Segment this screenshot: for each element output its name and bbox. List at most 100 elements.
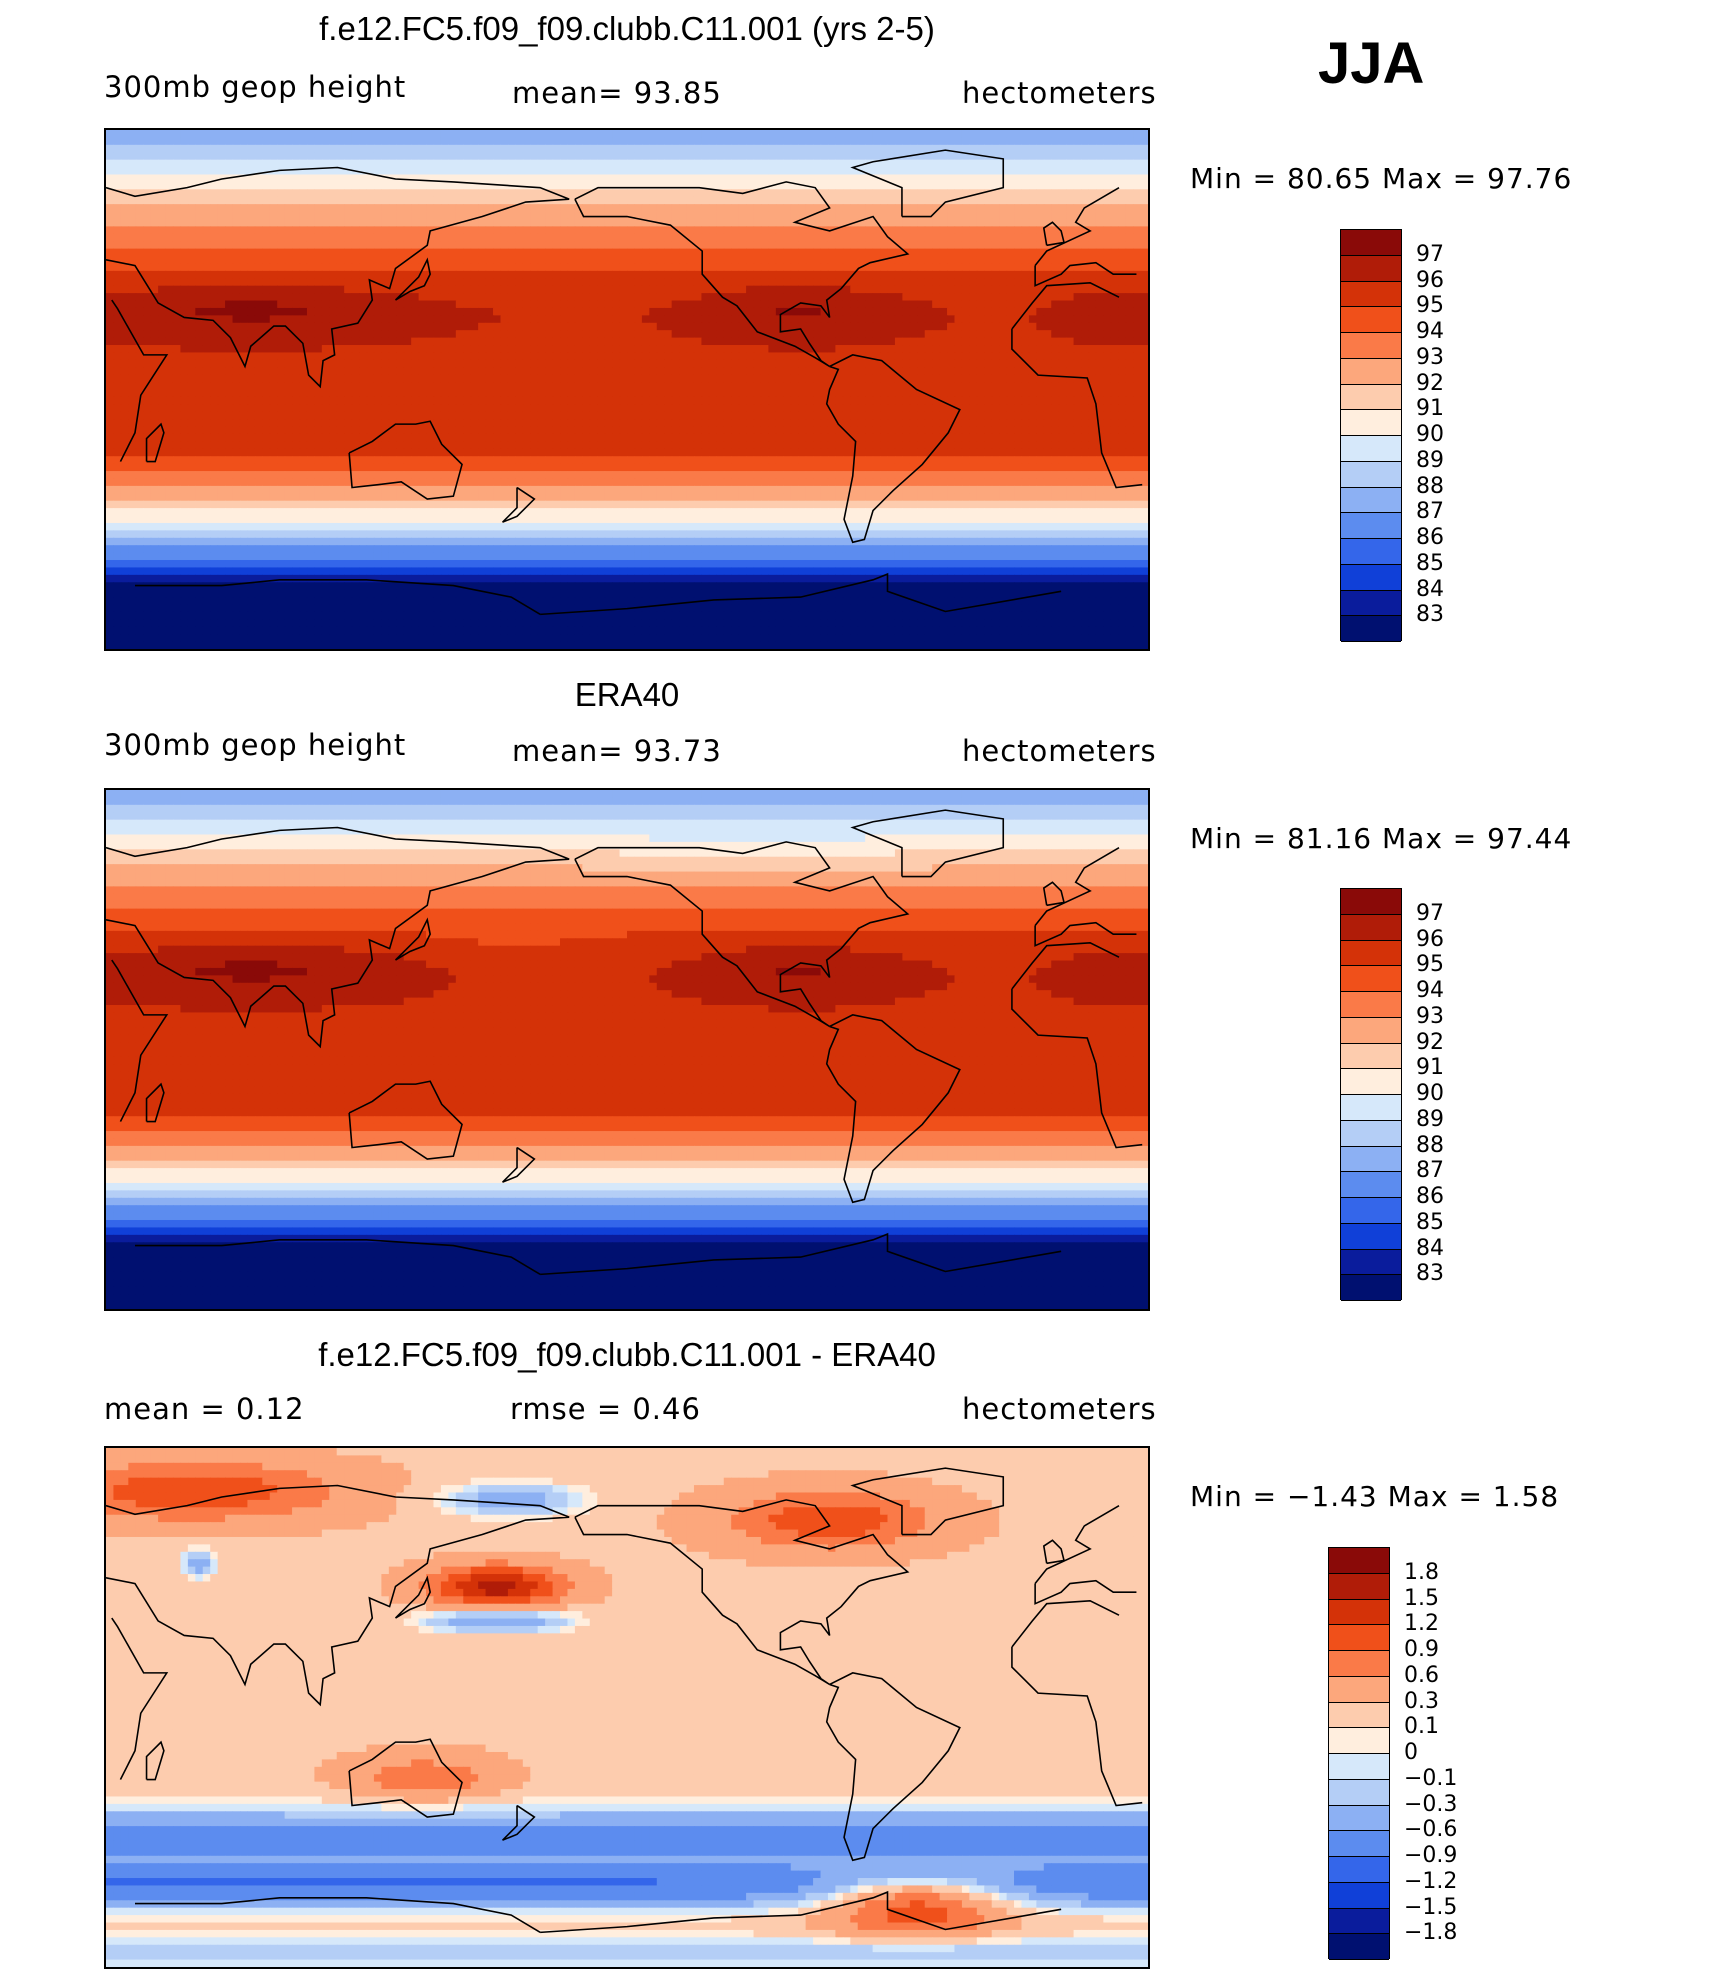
colorbar-swatch: [1341, 255, 1401, 282]
coastline: [1042, 881, 1066, 907]
min-max-label: Min = 80.65 Max = 97.76: [1190, 162, 1572, 195]
colorbar-swatch: [1341, 1223, 1401, 1250]
mean-label: mean= 93.85: [512, 76, 722, 110]
colorbar-label: 86: [1416, 527, 1444, 549]
coastline: [106, 1484, 1137, 1707]
coastline: [825, 1672, 961, 1862]
colorbar-label: 88: [1416, 1134, 1444, 1157]
colorbar-swatch: [1329, 1702, 1389, 1729]
coastline: [825, 354, 961, 544]
colorbar-label: 92: [1416, 1031, 1444, 1054]
colorbar-label: 94: [1416, 321, 1444, 343]
coastline: [850, 1467, 1005, 1536]
colorbar-label: 84: [1416, 1237, 1444, 1260]
coastline: [134, 1890, 1062, 1934]
min-max-label: Min = 81.16 Max = 97.44: [1190, 822, 1572, 855]
coastline: [574, 841, 910, 1028]
colorbar-label: 84: [1416, 578, 1444, 601]
colorbar-swatch: [1329, 1625, 1389, 1651]
colorbar-swatch: [1329, 1805, 1389, 1832]
colorbar-swatch: [1341, 940, 1401, 967]
colorbar-swatch: [1341, 358, 1401, 385]
colorbar-label: 95: [1416, 295, 1444, 317]
units-label: hectometers: [962, 76, 1157, 110]
colorbar-swatch: [1329, 1676, 1389, 1703]
colorbar-swatch: [1329, 1934, 1389, 1960]
colorbar-label: 94: [1416, 980, 1444, 1002]
coastline: [111, 1600, 1143, 1807]
colorbar-label: 90: [1416, 1083, 1444, 1105]
colorbar-label: −1.2: [1404, 1870, 1457, 1893]
contour-map: [106, 790, 1148, 1309]
colorbar-label: 97: [1416, 902, 1444, 925]
colorbar-label: 91: [1416, 398, 1444, 420]
colorbar-swatch: [1341, 436, 1401, 462]
colorbar-swatch: [1341, 539, 1401, 565]
colorbar-label: 0: [1404, 1742, 1418, 1764]
colorbar-label: −0.3: [1404, 1793, 1457, 1816]
coastline: [502, 486, 536, 523]
coastline: [111, 942, 1143, 1149]
colorbar-swatch: [1329, 1857, 1389, 1883]
map-model: [104, 128, 1150, 651]
colorbar-swatch: [1341, 1275, 1401, 1301]
colorbar-swatch: [1341, 992, 1401, 1018]
colorbar-swatch: [1341, 1249, 1401, 1276]
colorbar-label: 87: [1416, 501, 1444, 523]
colorbar-label: −0.1: [1404, 1767, 1457, 1790]
units-label: hectometers: [962, 734, 1157, 768]
colorbar-label: 1.8: [1404, 1561, 1439, 1584]
rmse-label: rmse = 0.46: [510, 1392, 701, 1426]
colorbar-swatch: [1341, 1120, 1401, 1147]
colorbar-swatch: [1341, 281, 1401, 308]
colorbar-swatch: [1341, 333, 1401, 359]
coastline: [134, 1232, 1062, 1276]
colorbar-swatch: [1329, 1908, 1389, 1935]
colorbar-swatch: [1329, 1548, 1389, 1574]
coastline: [574, 1499, 910, 1686]
colorbar-label: 93: [1416, 1005, 1444, 1028]
colorbar-label: 83: [1416, 604, 1444, 626]
colorbar-label: 89: [1416, 1108, 1444, 1131]
contour-map: [106, 130, 1148, 649]
colorbar-label: 90: [1416, 424, 1444, 446]
coastline: [394, 257, 431, 301]
coastline: [502, 1804, 536, 1841]
colorbar-swatch: [1341, 616, 1401, 642]
colorbar-label: 91: [1416, 1057, 1444, 1079]
colorbar-swatch: [1341, 230, 1401, 256]
coastline: [825, 1014, 961, 1204]
colorbar-swatch: [1329, 1573, 1389, 1600]
contour-map: [106, 1448, 1148, 1967]
field-label: 300mb geop height: [104, 728, 406, 762]
colorbar: [1328, 1547, 1390, 1960]
coastline: [106, 166, 1137, 389]
colorbar-label: 1.5: [1404, 1587, 1439, 1610]
colorbar-label: −0.6: [1404, 1819, 1457, 1841]
colorbar-label: 0.9: [1404, 1639, 1439, 1661]
colorbar-label: 86: [1416, 1186, 1444, 1208]
coastline: [394, 917, 431, 961]
colorbar-label: 0.3: [1404, 1690, 1439, 1713]
colorbar-label: −1.8: [1404, 1922, 1457, 1944]
colorbar-swatch: [1329, 1882, 1389, 1909]
coastline: [850, 149, 1005, 218]
colorbar-swatch: [1341, 590, 1401, 617]
colorbar-label: −1.5: [1404, 1896, 1457, 1919]
panel-title: f.e12.FC5.f09_f09.clubb.C11.001 - ERA40: [318, 1336, 936, 1374]
coastline: [1042, 221, 1066, 247]
map-difference: [104, 1446, 1150, 1969]
field-label: 300mb geop height: [104, 70, 406, 104]
coastline: [348, 1080, 463, 1160]
panel-title: f.e12.FC5.f09_f09.clubb.C11.001 (yrs 2-5…: [319, 10, 935, 48]
colorbar-label: 89: [1416, 449, 1444, 472]
colorbar-label: 96: [1416, 269, 1444, 292]
colorbar-swatch: [1341, 307, 1401, 333]
colorbar-label: 95: [1416, 954, 1444, 976]
colorbar-swatch: [1341, 564, 1401, 591]
colorbar-label: 0.6: [1404, 1664, 1439, 1687]
colorbar-swatch: [1341, 1095, 1401, 1121]
colorbar-swatch: [1341, 889, 1401, 915]
colorbar-swatch: [1329, 1831, 1389, 1857]
colorbar-label: −0.9: [1404, 1845, 1457, 1867]
